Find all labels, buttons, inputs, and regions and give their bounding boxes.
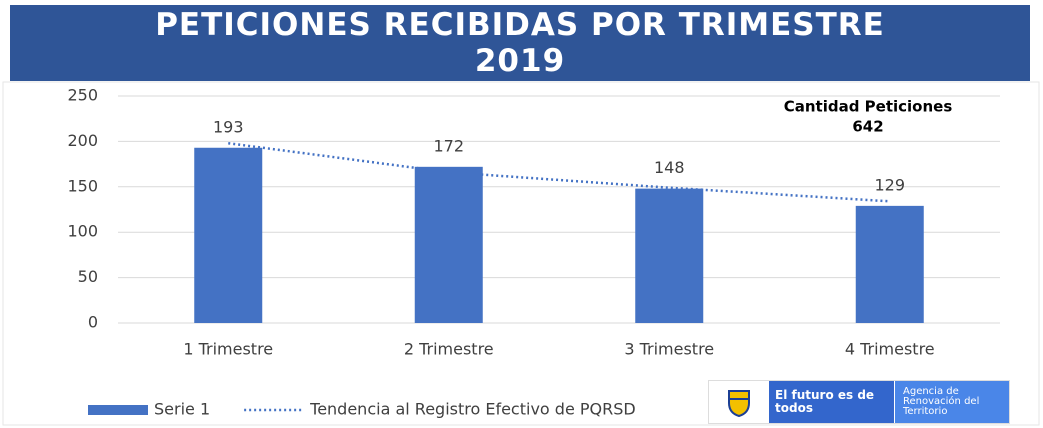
shield-icon (709, 381, 769, 423)
data-label: 193 (213, 117, 244, 136)
y-tick-label: 150 (67, 176, 98, 195)
x-tick-label: 1 Trimestre (183, 340, 273, 359)
chart-title: PETICIONES RECIBIDAS POR TRIMESTRE 2019 (155, 7, 885, 79)
y-tick-label: 100 (67, 222, 98, 241)
annotation-label: Cantidad Peticiones (784, 98, 953, 116)
logo: El futuro es de todos Agencia de Renovac… (708, 380, 1010, 424)
legend-swatch (88, 405, 148, 415)
bar (194, 147, 263, 323)
bar (855, 205, 924, 323)
agency-text: Agencia de Renovación del Territorio (894, 381, 1009, 423)
data-label: 172 (433, 136, 464, 155)
data-label: 129 (874, 175, 905, 194)
title-banner: PETICIONES RECIBIDAS POR TRIMESTRE 2019 (10, 5, 1030, 81)
chart-border (2, 81, 1040, 426)
legend-label: Serie 1 (154, 400, 210, 419)
legend-label: Tendencia al Registro Efectivo de PQRSD (309, 400, 636, 419)
x-tick-label: 2 Trimestre (404, 340, 494, 359)
bar (635, 188, 704, 323)
x-tick-label: 4 Trimestre (845, 340, 935, 359)
x-tick-label: 3 Trimestre (624, 340, 714, 359)
y-tick-label: 0 (88, 313, 98, 332)
trend-line (228, 141, 890, 203)
y-tick-label: 50 (78, 267, 98, 286)
y-tick-label: 200 (67, 131, 98, 150)
y-tick-label: 250 (67, 86, 98, 105)
logo-text: El futuro es de todos (769, 381, 894, 423)
annotation-value: 642 (852, 118, 883, 136)
bar (414, 166, 483, 323)
data-label: 148 (654, 158, 685, 177)
